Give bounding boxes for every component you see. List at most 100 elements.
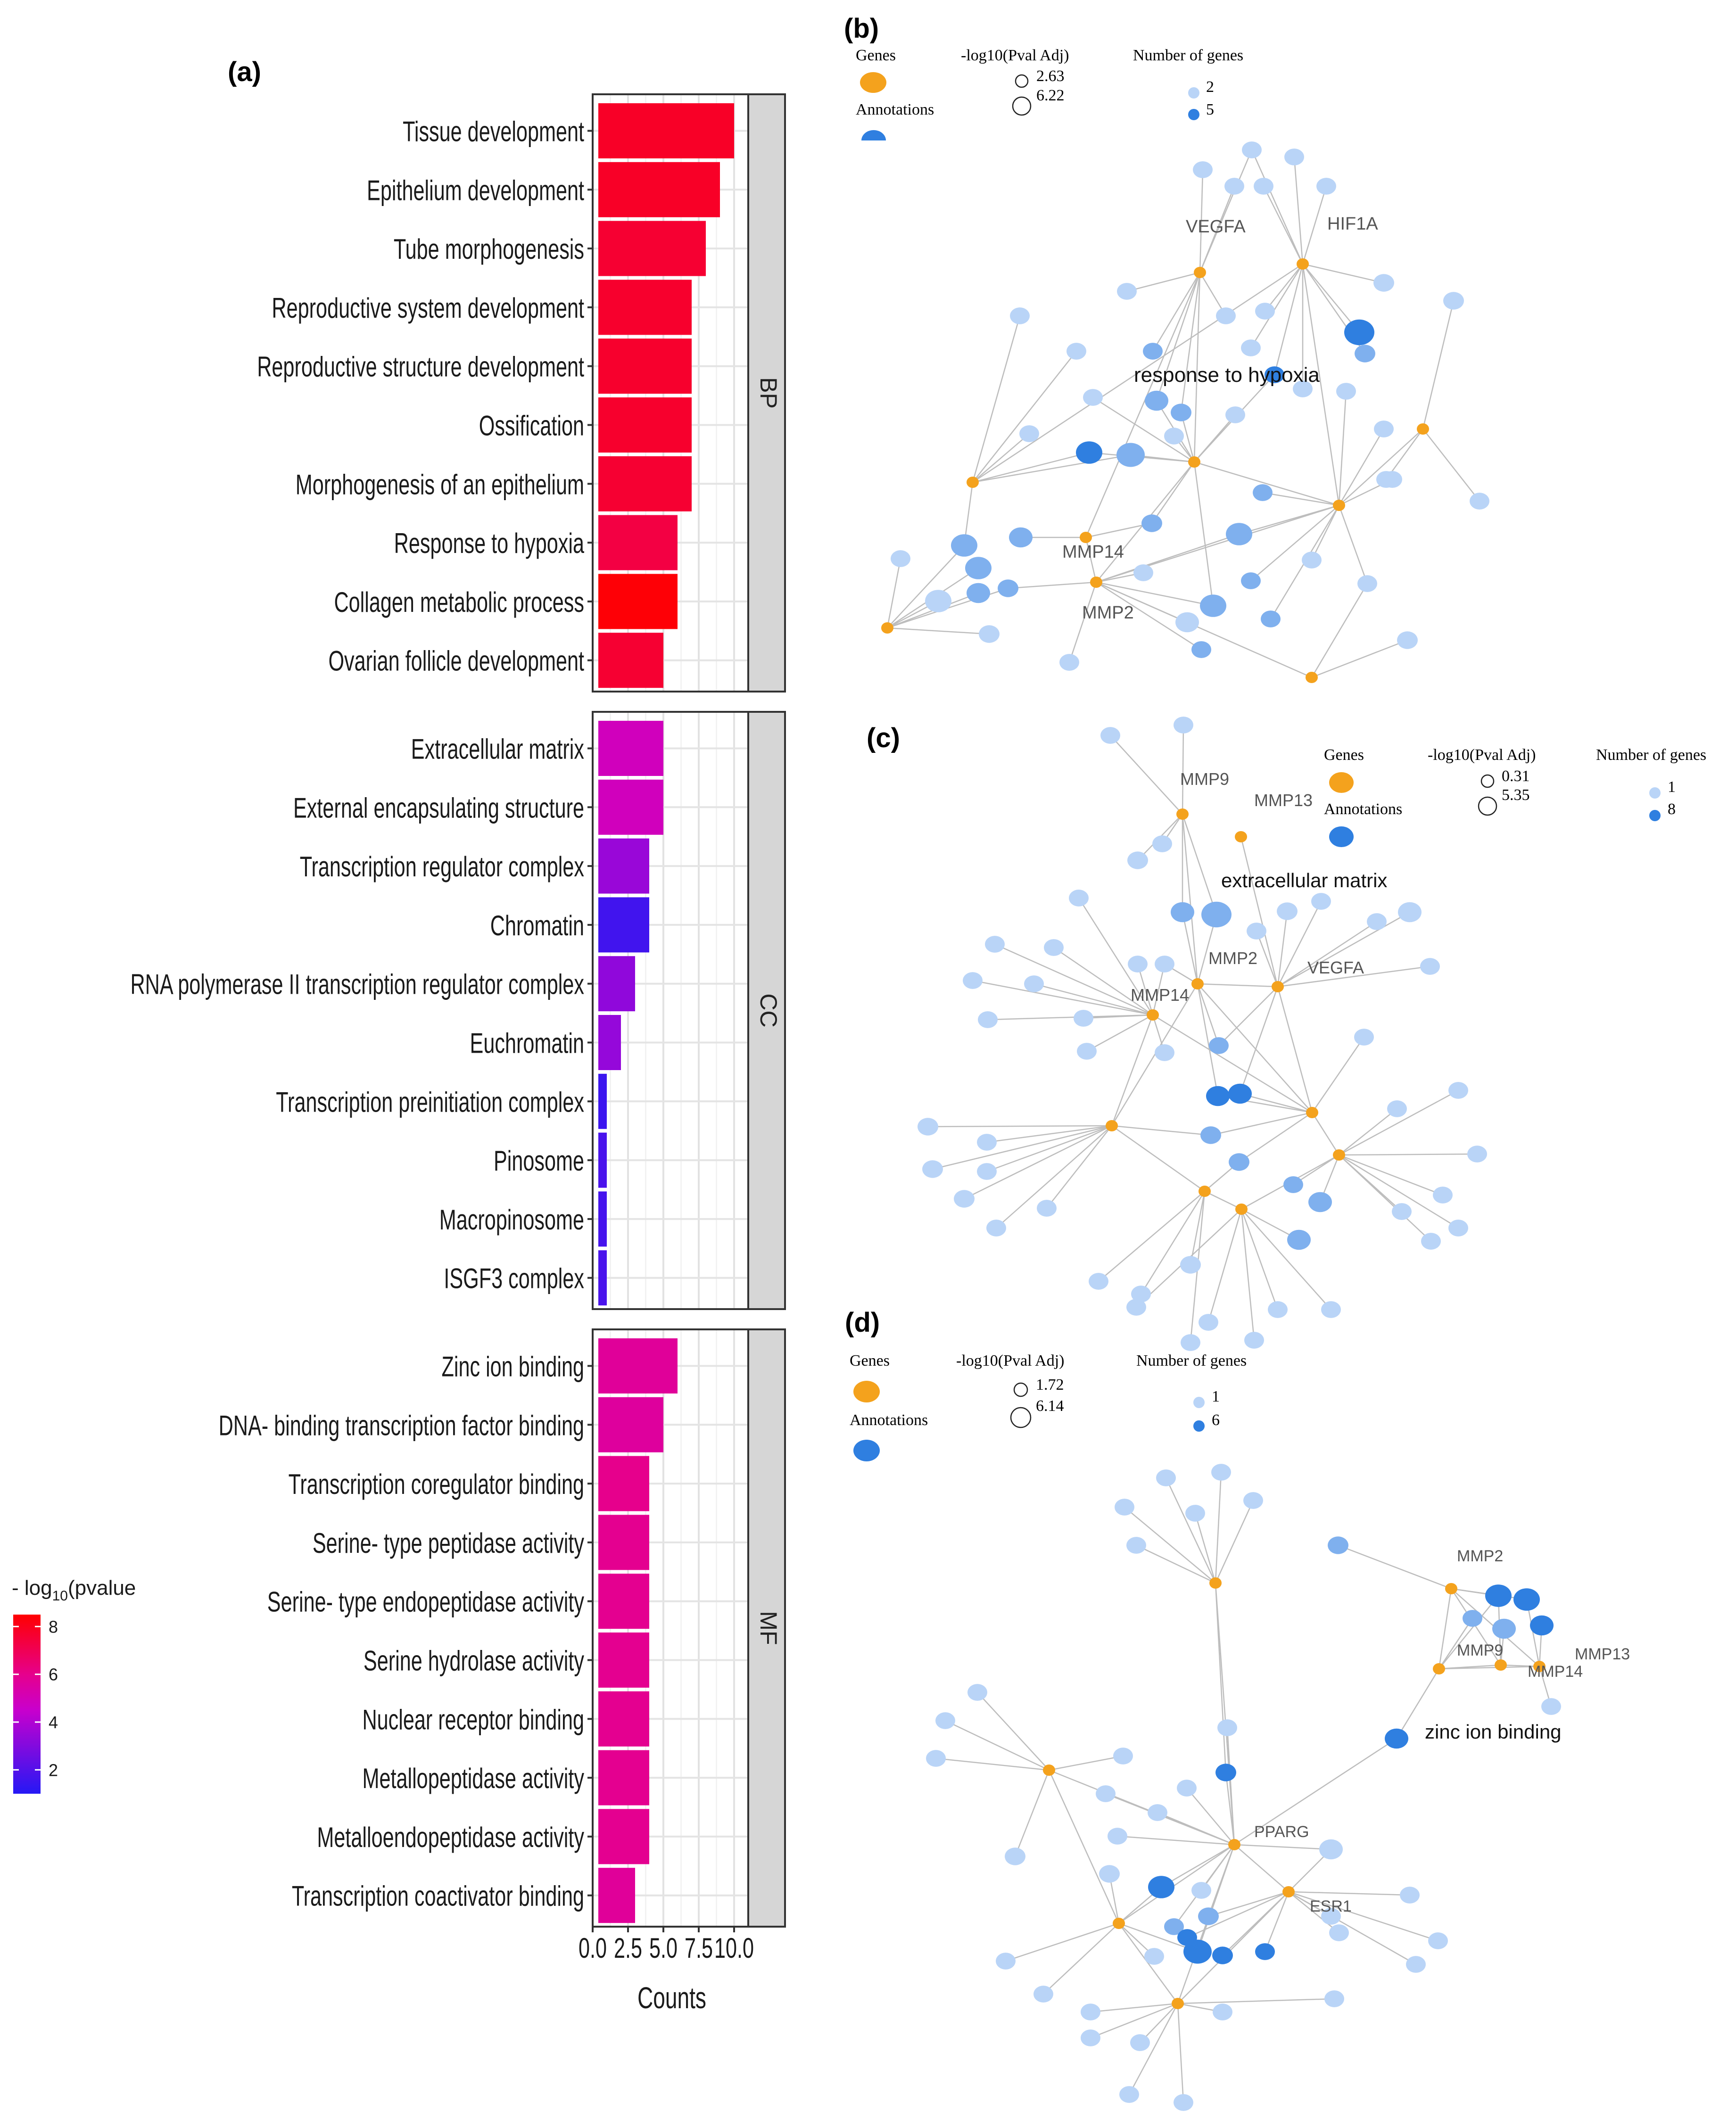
net-c-annotation-node — [954, 1190, 975, 1208]
net-d-annotation-node — [1113, 1748, 1133, 1764]
net-b-annotation-node — [1010, 307, 1030, 324]
legend-c-annotation-swatch — [1329, 826, 1354, 847]
legend-c-count-dark-dot — [1649, 810, 1661, 821]
net-d-annotation-node — [1215, 1764, 1236, 1781]
net-c-annotation-node — [1074, 1010, 1093, 1027]
net-c-gene-node — [1272, 981, 1284, 992]
network-panel-d: MMP2 MMP9 MMP13 MMP14 PPARG ESR1 zinc io… — [850, 1352, 1630, 2111]
gene-label-pparg: PPARG — [1254, 1823, 1309, 1841]
net-b-annotation-node — [1261, 610, 1281, 627]
category-label-metallopeptidase-activity: Metallopeptidase activity — [362, 1763, 584, 1795]
net-b-edge — [1096, 581, 1214, 607]
net-d-edge — [1288, 1891, 1410, 1896]
net-c-annotation-node — [918, 1118, 938, 1136]
net-c-annotation-node — [1201, 901, 1232, 928]
net-d-annotation-node — [1485, 1584, 1512, 1607]
bar-chromatin — [598, 897, 649, 953]
facet-strip-label-mf: MF — [755, 1611, 782, 1645]
net-c-edge — [1098, 1191, 1205, 1282]
network-b-nodes — [881, 141, 1489, 683]
net-b-annotation-node — [1253, 484, 1273, 501]
net-d-edge — [1194, 1513, 1216, 1583]
net-b-gene-node — [1080, 532, 1092, 543]
legend-count-max: 5 — [1206, 101, 1214, 118]
net-b-edge — [1251, 149, 1304, 264]
legend-c-pval-title: -log10(Pval Adj) — [1428, 746, 1536, 764]
net-d-edge — [1118, 1844, 1235, 1924]
net-d-edge — [1186, 1788, 1235, 1845]
facet-strip — [747, 711, 786, 1310]
bar-reproductive-system-development — [598, 280, 692, 335]
annotation-label-response-to-hypoxia: response to hypoxia — [1134, 363, 1320, 387]
net-c-edge — [1339, 1154, 1402, 1212]
net-c-annotation-node — [1200, 1126, 1221, 1144]
net-b-annotation-node — [1175, 612, 1199, 633]
net-d-edge — [977, 1692, 1050, 1771]
net-c-edge — [1277, 911, 1288, 987]
net-d-annotation-node — [1319, 1839, 1343, 1860]
net-d-edge — [1264, 1891, 1290, 1952]
category-label-transcription-regulator-complex: Transcription regulator complex — [300, 851, 584, 883]
net-b-edge — [1194, 414, 1236, 462]
net-d-edge — [1090, 2003, 1178, 2039]
net-b-edge — [1338, 505, 1368, 584]
net-c-annotation-node — [1448, 1082, 1468, 1099]
net-d-edge — [1208, 1891, 1289, 1917]
net-c-annotation-node — [1155, 1044, 1174, 1061]
net-c-edge — [1277, 921, 1377, 988]
legend-pval-min: 2.63 — [1036, 67, 1065, 85]
net-b-annotation-node — [1141, 514, 1162, 532]
category-label-reproductive-structure-development: Reproductive structure development — [257, 352, 584, 383]
category-label-metalloendopeptidase-activity: Metalloendopeptidase activity — [317, 1822, 584, 1854]
net-c-annotation-node — [1283, 1176, 1303, 1193]
net-c-edge — [1277, 901, 1322, 987]
annotation-label-zinc-ion-binding: zinc ion binding — [1425, 1721, 1562, 1743]
net-b-edge — [972, 263, 1303, 483]
net-d-edge — [1118, 1923, 1179, 2004]
net-d-annotation-node — [1217, 1719, 1237, 1736]
net-c-edge — [1241, 1209, 1331, 1310]
net-d-edge — [1234, 1844, 1331, 1850]
net-c-annotation-node — [1089, 1273, 1108, 1290]
network-d-nodes — [926, 1464, 1561, 2111]
net-c-edge — [1339, 1108, 1397, 1155]
net-b-annotation-node — [1293, 380, 1313, 397]
panel-label-c: (c) — [867, 723, 900, 753]
net-b-annotation-node — [1225, 406, 1245, 423]
x-tick-label: 10.0 — [714, 1933, 754, 1964]
net-c-edge — [1277, 986, 1313, 1113]
net-c-edge — [1152, 964, 1166, 1015]
bar-tube-morphogenesis — [598, 221, 706, 276]
net-d-annotation-node — [1324, 1990, 1344, 2007]
net-d-edge — [1177, 2003, 1184, 2103]
net-d-annotation-node — [1406, 1956, 1426, 1973]
category-label-tissue-development: Tissue development — [403, 116, 584, 148]
net-c-annotation-node — [1467, 1146, 1487, 1163]
net-b-gene-node — [967, 477, 979, 488]
net-b-edge — [1293, 157, 1304, 264]
category-label-pinosome: Pinosome — [494, 1146, 584, 1177]
net-b-edge — [972, 452, 1090, 483]
net-b-edge — [1008, 581, 1097, 589]
bar-tissue-development — [598, 103, 734, 158]
net-b-edge — [972, 454, 1131, 483]
net-c-edge — [1182, 725, 1184, 815]
bar-transcription-regulator-complex — [598, 838, 649, 894]
net-c-gene-node — [1106, 1120, 1118, 1131]
net-d-edge — [1396, 1668, 1440, 1739]
net-c-edge — [932, 1125, 1112, 1170]
facet-cc: Extracellular matrix External encapsulati… — [130, 711, 786, 1310]
category-label-transcription-preinitiation-complex: Transcription preinitiation complex — [276, 1087, 584, 1119]
panel-label-d: (d) — [845, 1307, 880, 1338]
net-c-annotation-node — [1420, 958, 1440, 975]
net-c-annotation-node — [1268, 1301, 1288, 1318]
net-b-annotation-node — [1357, 575, 1377, 592]
net-d-edge — [1014, 1770, 1050, 1857]
net-d-annotation-node — [1005, 1847, 1025, 1865]
net-b-annotation-node — [1009, 527, 1033, 548]
net-c-edge — [1083, 1014, 1153, 1019]
net-b-annotation-node — [1470, 493, 1489, 510]
net-d-edge — [1338, 1544, 1452, 1590]
net-c-edge — [1197, 983, 1219, 1097]
legend-c-pval-max: 5.35 — [1502, 786, 1530, 804]
